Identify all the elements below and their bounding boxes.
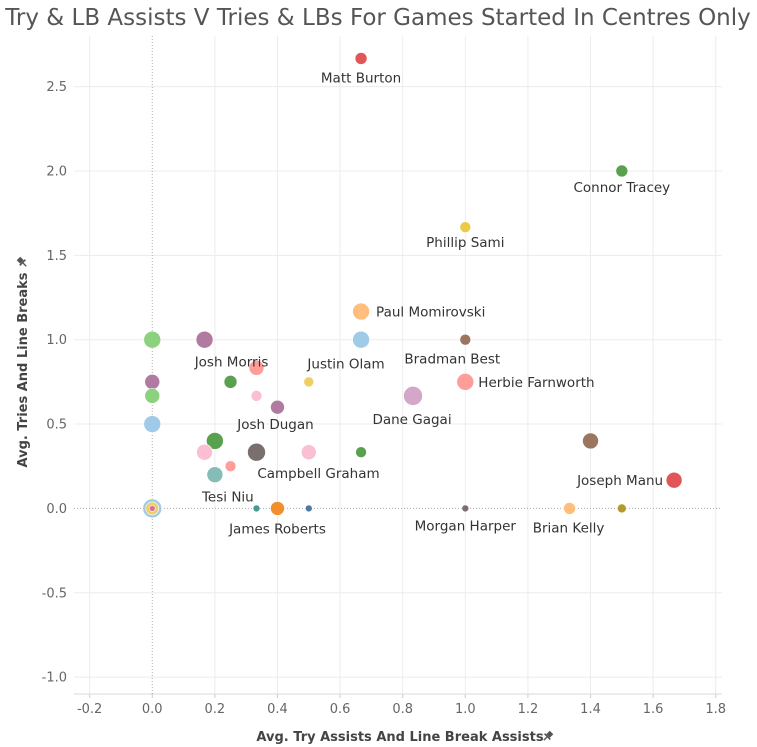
data-point[interactable] (196, 443, 213, 461)
gridlines (74, 36, 722, 695)
point-label: Morgan Harper (415, 518, 517, 534)
point-label: Dane Gagai (372, 412, 451, 428)
x-tick-label: 0.0 (142, 702, 163, 717)
data-point[interactable] (456, 373, 475, 391)
point-label: Matt Burton (321, 70, 401, 86)
data-point[interactable] (223, 375, 238, 389)
x-tick-label: 1.2 (518, 702, 539, 717)
data-point[interactable] (615, 164, 629, 178)
x-tick-label: 1.0 (455, 702, 476, 717)
data-point[interactable] (354, 52, 368, 65)
y-axis-pin-icon[interactable] (16, 256, 29, 269)
point-label: James Roberts (228, 521, 326, 537)
data-point[interactable] (144, 374, 161, 390)
data-point[interactable] (270, 399, 285, 415)
data-point[interactable] (206, 466, 224, 483)
x-tick-label: 1.6 (643, 702, 664, 717)
data-point[interactable] (563, 502, 576, 515)
data-point[interactable] (582, 432, 599, 450)
data-point[interactable] (459, 221, 472, 233)
data-point[interactable] (143, 330, 162, 349)
data-point[interactable] (250, 390, 263, 402)
point-label: Herbie Farnworth (478, 375, 594, 391)
x-axis-pin-icon[interactable] (541, 730, 554, 743)
y-tick-label: -0.5 (42, 586, 67, 601)
x-axis-ticks: -0.2 0.0 0.2 0.4 0.6 0.8 1.0 1.2 1.4 1.6 1.8 (77, 694, 726, 717)
point-label: Campbell Graham (257, 466, 379, 482)
y-axis-title: Avg. Tries And Line Breaks (16, 272, 31, 467)
data-point[interactable] (300, 444, 317, 461)
point-label: Brian Kelly (533, 520, 605, 536)
data-point[interactable] (270, 501, 285, 516)
data-point[interactable] (617, 503, 627, 514)
point-label: Tesi Niu (201, 490, 254, 506)
y-tick-label: 2.5 (46, 80, 67, 95)
data-point[interactable] (148, 505, 156, 512)
x-tick-label: 1.8 (705, 702, 726, 717)
zero-lines (74, 36, 722, 694)
point-label: Phillip Sami (426, 235, 504, 251)
data-point[interactable] (403, 386, 423, 406)
y-tick-label: 0.0 (46, 502, 67, 517)
point-label: Connor Tracey (573, 180, 670, 196)
y-tick-label: 1.0 (46, 333, 67, 348)
x-tick-label: 0.6 (330, 702, 351, 717)
point-label: Paul Momirovski (376, 305, 485, 321)
y-axis-ticks: -1.0 -0.5 0.0 0.5 1.0 1.5 2.0 2.5 (42, 80, 67, 686)
y-tick-label: -1.0 (42, 671, 67, 686)
data-point[interactable] (355, 446, 367, 459)
x-tick-label: 0.4 (267, 702, 288, 717)
data-point[interactable] (143, 415, 162, 433)
point-label: Josh Dugan (236, 417, 313, 433)
point-label: Josh Morris (194, 355, 269, 371)
x-tick-label: 0.8 (392, 702, 413, 717)
data-point[interactable] (665, 471, 683, 489)
x-axis-title: Avg. Try Assists And Line Break Assists (256, 730, 543, 745)
data-point[interactable] (304, 504, 313, 513)
point-labels: Matt Burton Connor Tracey Phillip Sami Paul… (194, 70, 670, 537)
data-point[interactable] (224, 460, 237, 473)
data-point[interactable] (248, 360, 265, 376)
data-point[interactable] (303, 376, 315, 388)
data-point[interactable] (461, 504, 470, 513)
data-point[interactable] (195, 330, 214, 349)
data-point[interactable] (247, 442, 266, 462)
data-point[interactable] (352, 302, 370, 321)
data-point[interactable] (459, 333, 472, 346)
data-point[interactable] (144, 388, 161, 404)
point-label: Joseph Manu (576, 473, 663, 489)
data-point[interactable] (352, 330, 370, 349)
point-label: Bradman Best (404, 352, 500, 368)
data-points (142, 52, 683, 519)
x-tick-label: 0.2 (205, 702, 226, 717)
y-tick-label: 0.5 (46, 418, 67, 433)
x-tick-label: 1.4 (580, 702, 601, 717)
chart-title: Try & LB Assists V Tries & LBs For Games… (4, 5, 751, 31)
data-point[interactable] (206, 432, 224, 450)
x-tick-label: -0.2 (77, 702, 102, 717)
y-tick-label: 1.5 (46, 249, 67, 264)
point-label: Justin Olam (306, 357, 384, 373)
y-tick-label: 2.0 (46, 164, 67, 179)
data-point[interactable] (252, 504, 261, 513)
